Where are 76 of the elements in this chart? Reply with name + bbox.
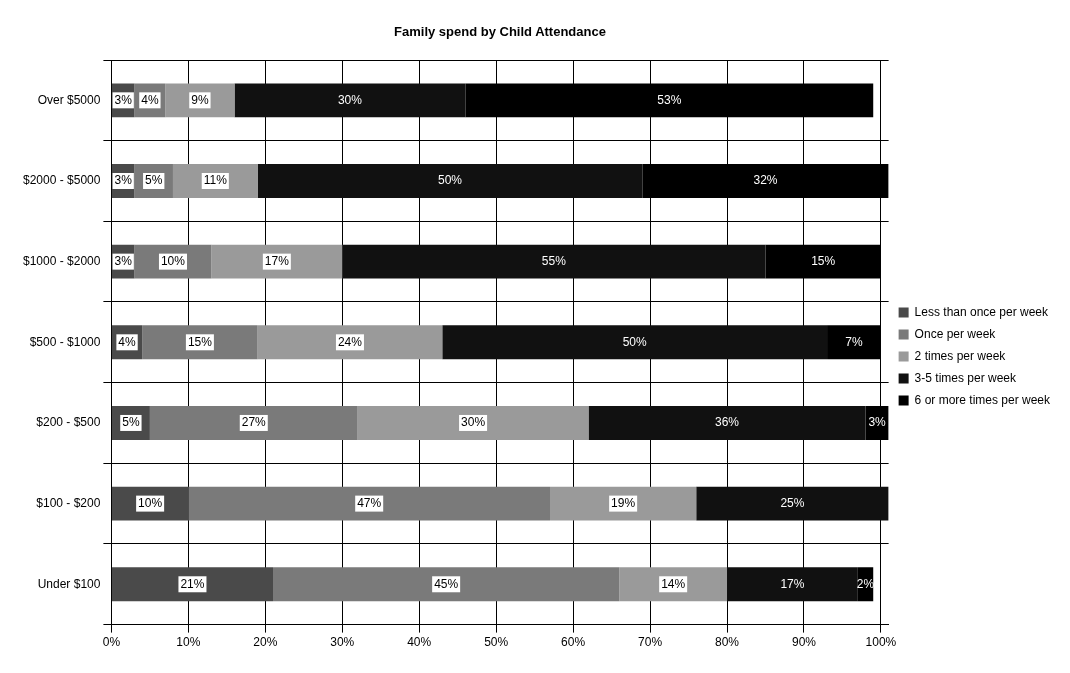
bar <box>111 567 273 602</box>
data-label: 24% <box>337 334 363 349</box>
data-label: 19% <box>611 495 636 510</box>
bar <box>619 567 728 602</box>
x-tick-label: 70% <box>638 635 663 650</box>
bar <box>257 164 643 198</box>
bar <box>188 486 551 521</box>
x-tick-label: 50% <box>484 635 509 650</box>
x-tick-label: 0% <box>102 635 121 650</box>
bar <box>727 567 858 602</box>
data-label: 50% <box>622 334 648 349</box>
data-label: 10% <box>138 495 163 510</box>
data-label: 53% <box>657 92 682 107</box>
y-tick-label: Over $5000 <box>37 92 101 107</box>
y-tick-label: $1000 - $2000 <box>23 253 101 268</box>
bar <box>172 164 258 198</box>
data-label: 21% <box>180 576 205 591</box>
bar <box>550 486 697 521</box>
data-label: 7% <box>845 334 863 349</box>
data-label: 11% <box>203 173 228 188</box>
x-tick-label: 40% <box>407 635 432 650</box>
data-label: 17% <box>780 576 805 591</box>
data-label: 15% <box>811 253 836 268</box>
data-label: 36% <box>715 415 740 430</box>
data-label: 3% <box>114 173 133 188</box>
data-label: 4% <box>141 92 159 107</box>
x-tick-label: 30% <box>330 635 355 650</box>
x-tick-label: 20% <box>253 635 278 650</box>
data-label: 30% <box>337 92 363 107</box>
legend-label: Less than once per week <box>914 304 1050 319</box>
bar <box>257 325 443 360</box>
chart-title: Family spend by Child Attendance <box>393 24 607 39</box>
bar <box>588 406 866 440</box>
y-tick-label: Under $100 <box>37 576 101 591</box>
data-label: 50% <box>437 173 463 188</box>
x-tick-label: 60% <box>561 635 586 650</box>
data-label: 3% <box>114 92 133 107</box>
data-label: 14% <box>661 576 686 591</box>
data-label: 30% <box>461 415 486 430</box>
x-tick-label: 10% <box>176 635 201 650</box>
y-tick-label: $500 - $1000 <box>29 334 101 349</box>
legend-label: 3-5 times per week <box>914 370 1017 385</box>
x-tick-label: 100% <box>865 635 897 650</box>
bar <box>357 406 589 440</box>
data-label: 17% <box>264 253 290 268</box>
bar <box>342 244 766 279</box>
x-tick-label: 90% <box>791 635 817 650</box>
data-label: 10% <box>160 253 186 268</box>
data-label: 15% <box>187 334 213 349</box>
x-tick-label: 80% <box>715 635 740 650</box>
y-tick-label: $100 - $200 <box>36 495 101 510</box>
legend-label: Once per week <box>914 326 997 341</box>
bar <box>273 567 620 602</box>
data-label: 25% <box>780 495 805 510</box>
data-label: 3% <box>114 253 133 268</box>
data-label: 5% <box>122 415 140 430</box>
bar <box>696 486 889 521</box>
y-tick-label: $2000 - $5000 <box>23 173 101 188</box>
data-label: 4% <box>118 334 137 349</box>
bar <box>442 325 828 360</box>
bar <box>149 406 358 440</box>
data-label: 27% <box>241 415 267 430</box>
data-label: 47% <box>357 495 382 510</box>
data-label: 9% <box>191 92 209 107</box>
legend-label: 2 times per week <box>914 348 1007 363</box>
data-label: 45% <box>434 576 459 591</box>
data-label: 32% <box>753 173 778 188</box>
data-label: 55% <box>541 253 567 268</box>
y-tick-label: $200 - $500 <box>36 415 101 430</box>
data-label: 3% <box>868 415 887 430</box>
bar <box>211 244 343 279</box>
bar <box>234 83 466 118</box>
data-label: 5% <box>145 173 163 188</box>
bar <box>165 83 235 118</box>
legend-label: 6 or more times per week <box>914 392 1051 407</box>
bar <box>142 325 258 360</box>
